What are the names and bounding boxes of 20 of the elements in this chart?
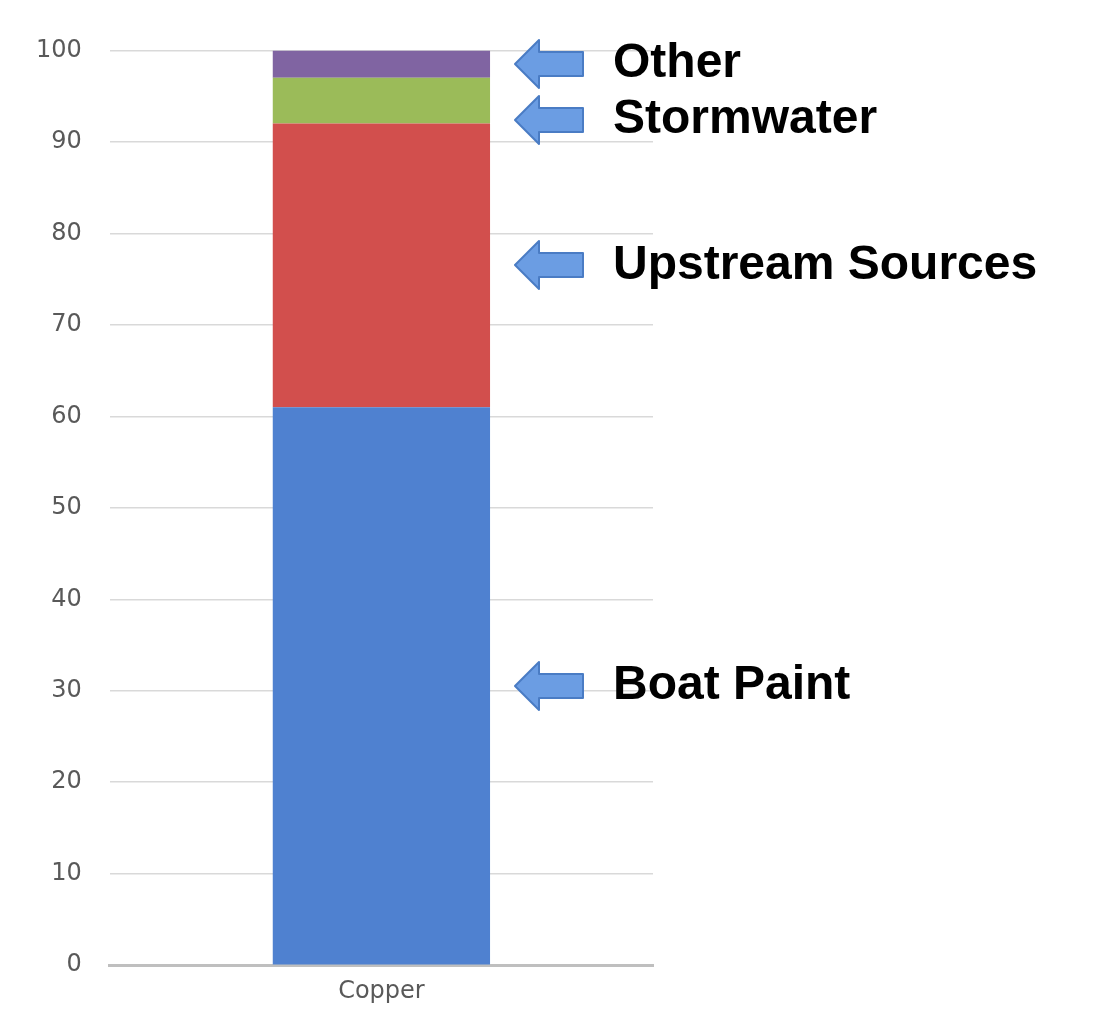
bar	[272, 407, 491, 965]
x-tick-label: Copper	[338, 975, 425, 1004]
y-tick-label: 50	[51, 492, 82, 521]
y-tick-label: 70	[51, 309, 82, 338]
text: Boat Paint	[613, 656, 851, 710]
bar	[272, 77, 491, 124]
text: Upstream Sources	[613, 235, 1038, 289]
y-tick-label: 80	[51, 217, 82, 246]
bar	[272, 123, 491, 408]
y-tick-label: 30	[51, 674, 82, 703]
bar	[272, 50, 491, 78]
y-tick-label: 40	[51, 583, 82, 612]
y-tick-label: 0	[66, 949, 82, 978]
y-tick-label: 20	[51, 766, 82, 795]
y-tick-label: 10	[51, 857, 82, 886]
y-tick-label: 60	[51, 400, 82, 429]
text: Stormwater	[613, 90, 878, 144]
text: Other	[613, 34, 742, 88]
y-tick-label: 100	[36, 34, 82, 63]
y-tick-label: 90	[51, 126, 82, 155]
